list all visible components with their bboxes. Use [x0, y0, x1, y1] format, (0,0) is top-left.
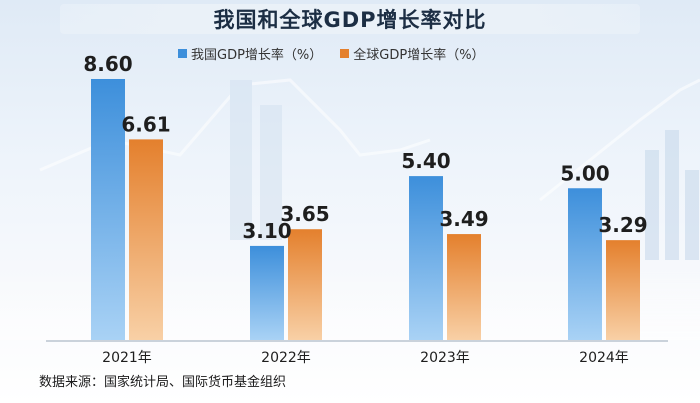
- legend-item-global: 全球GDP增长率（%）: [340, 44, 485, 63]
- x-tick-label-2: 2022年: [261, 350, 311, 366]
- bar-global-4: [606, 240, 640, 340]
- data-label-global-1: 6.61: [121, 112, 170, 136]
- bar-china-3: [409, 176, 443, 340]
- x-tick-label-1: 2021年: [102, 350, 152, 366]
- data-label-global-2: 3.65: [280, 202, 329, 226]
- data-source-note: 数据来源：国家统计局、国际货币基金组织: [39, 375, 287, 390]
- x-tick-label-4: 2024年: [579, 350, 629, 366]
- chart-title: 我国和全球GDP增长率对比: [213, 8, 487, 32]
- chart-title-bar: 我国和全球GDP增长率对比: [60, 4, 640, 34]
- data-label-china-4: 5.00: [560, 161, 609, 185]
- data-label-china-2: 3.10: [242, 219, 291, 243]
- legend-label-china: 我国GDP增长率（%）: [191, 48, 323, 63]
- bar-china-4: [568, 188, 602, 340]
- legend-swatch-global: [340, 49, 350, 58]
- bar-global-1: [129, 139, 163, 340]
- bar-global-2: [288, 229, 322, 340]
- data-label-china-1: 8.60: [83, 52, 132, 76]
- bar-china-1: [91, 78, 125, 341]
- data-label-global-3: 3.49: [439, 207, 488, 231]
- legend-label-global: 全球GDP增长率（%）: [353, 48, 485, 63]
- x-tick-label-3: 2023年: [420, 350, 470, 366]
- bar-china-2: [250, 245, 284, 340]
- data-label-global-4: 3.29: [598, 213, 647, 237]
- legend-swatch-china: [178, 49, 187, 58]
- chart-legend: 我国GDP增长率（%） 全球GDP增长率（%）: [178, 44, 485, 63]
- data-label-china-3: 5.40: [401, 149, 450, 173]
- bar-global-3: [447, 234, 481, 340]
- legend-item-china: 我国GDP增长率（%）: [178, 44, 322, 63]
